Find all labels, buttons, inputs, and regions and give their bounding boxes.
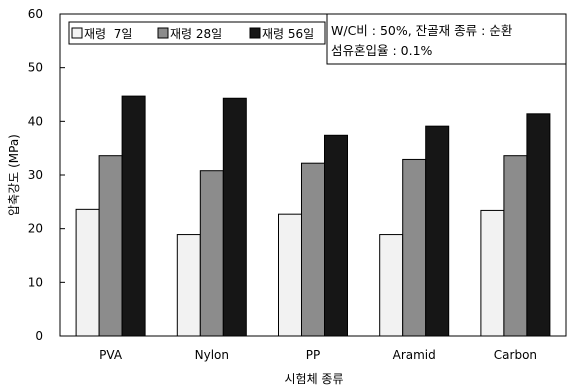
- legend: 재령 7일 재령 28일 재령 56일: [68, 21, 326, 45]
- bar-nylon-s3: [222, 97, 247, 337]
- bar-pva-s1: [75, 208, 100, 337]
- annotation-frame: [326, 13, 567, 65]
- bar-aramid-s3: [425, 125, 450, 337]
- y-axis-ticks: 0 10 20 30 40 50 60: [28, 7, 65, 343]
- plot-area-frame: [59, 13, 567, 337]
- y-axis-label: 압축강도 (MPa): [7, 134, 21, 216]
- x-axis-tick-labels: PVA Nylon PP Aramid Carbon: [99, 348, 537, 362]
- legend-label-s3: 재령 56일: [262, 27, 314, 41]
- legend-box: [68, 21, 326, 45]
- legend-swatch-s1: [71, 27, 83, 39]
- bar-nylon-s1: [176, 234, 201, 337]
- x-tick-label-nylon: Nylon: [195, 348, 229, 362]
- bar-pva-s2: [98, 155, 123, 337]
- bar-carbon-s2: [503, 155, 528, 337]
- x-tick-label-pp: PP: [306, 348, 320, 362]
- y-tick-label: 0: [35, 329, 43, 343]
- bar-pp-s3: [324, 134, 348, 337]
- y-tick-label: 60: [28, 7, 43, 21]
- x-tick-label-aramid: Aramid: [393, 348, 436, 362]
- annotation-line-2: 섬유혼입율 : 0.1%: [331, 43, 433, 58]
- legend-label-s2: 재령 28일: [170, 27, 222, 41]
- x-tick-label-pva: PVA: [99, 348, 123, 362]
- bar-pva-s3: [121, 95, 146, 337]
- bar-aramid-s1: [379, 234, 404, 337]
- y-tick-label: 40: [28, 114, 43, 128]
- annotation-line-1: W/C비 : 50%, 잔골재 종류 : 순환: [331, 23, 513, 38]
- y-tick-label: 20: [28, 222, 43, 236]
- bar-pp-s1: [278, 213, 302, 337]
- bar-pp-s2: [301, 162, 325, 337]
- legend-label-s1: 재령 7일: [84, 27, 132, 41]
- x-tick-label-carbon: Carbon: [494, 348, 537, 362]
- y-tick-label: 10: [28, 275, 43, 289]
- bar-nylon-s2: [199, 170, 224, 337]
- bar-carbon-s1: [480, 209, 505, 337]
- bars-layer: [75, 95, 551, 337]
- y-tick-label: 30: [28, 168, 43, 182]
- bar-aramid-s2: [402, 158, 427, 337]
- annotation-box: W/C비 : 50%, 잔골재 종류 : 순환 섬유혼입율 : 0.1%: [326, 13, 567, 65]
- y-tick-label: 50: [28, 61, 43, 75]
- legend-swatch-s2: [157, 27, 169, 39]
- x-axis-label: 시험체 종류: [284, 372, 343, 386]
- legend-swatch-s3: [249, 27, 261, 39]
- bar-carbon-s3: [526, 113, 551, 337]
